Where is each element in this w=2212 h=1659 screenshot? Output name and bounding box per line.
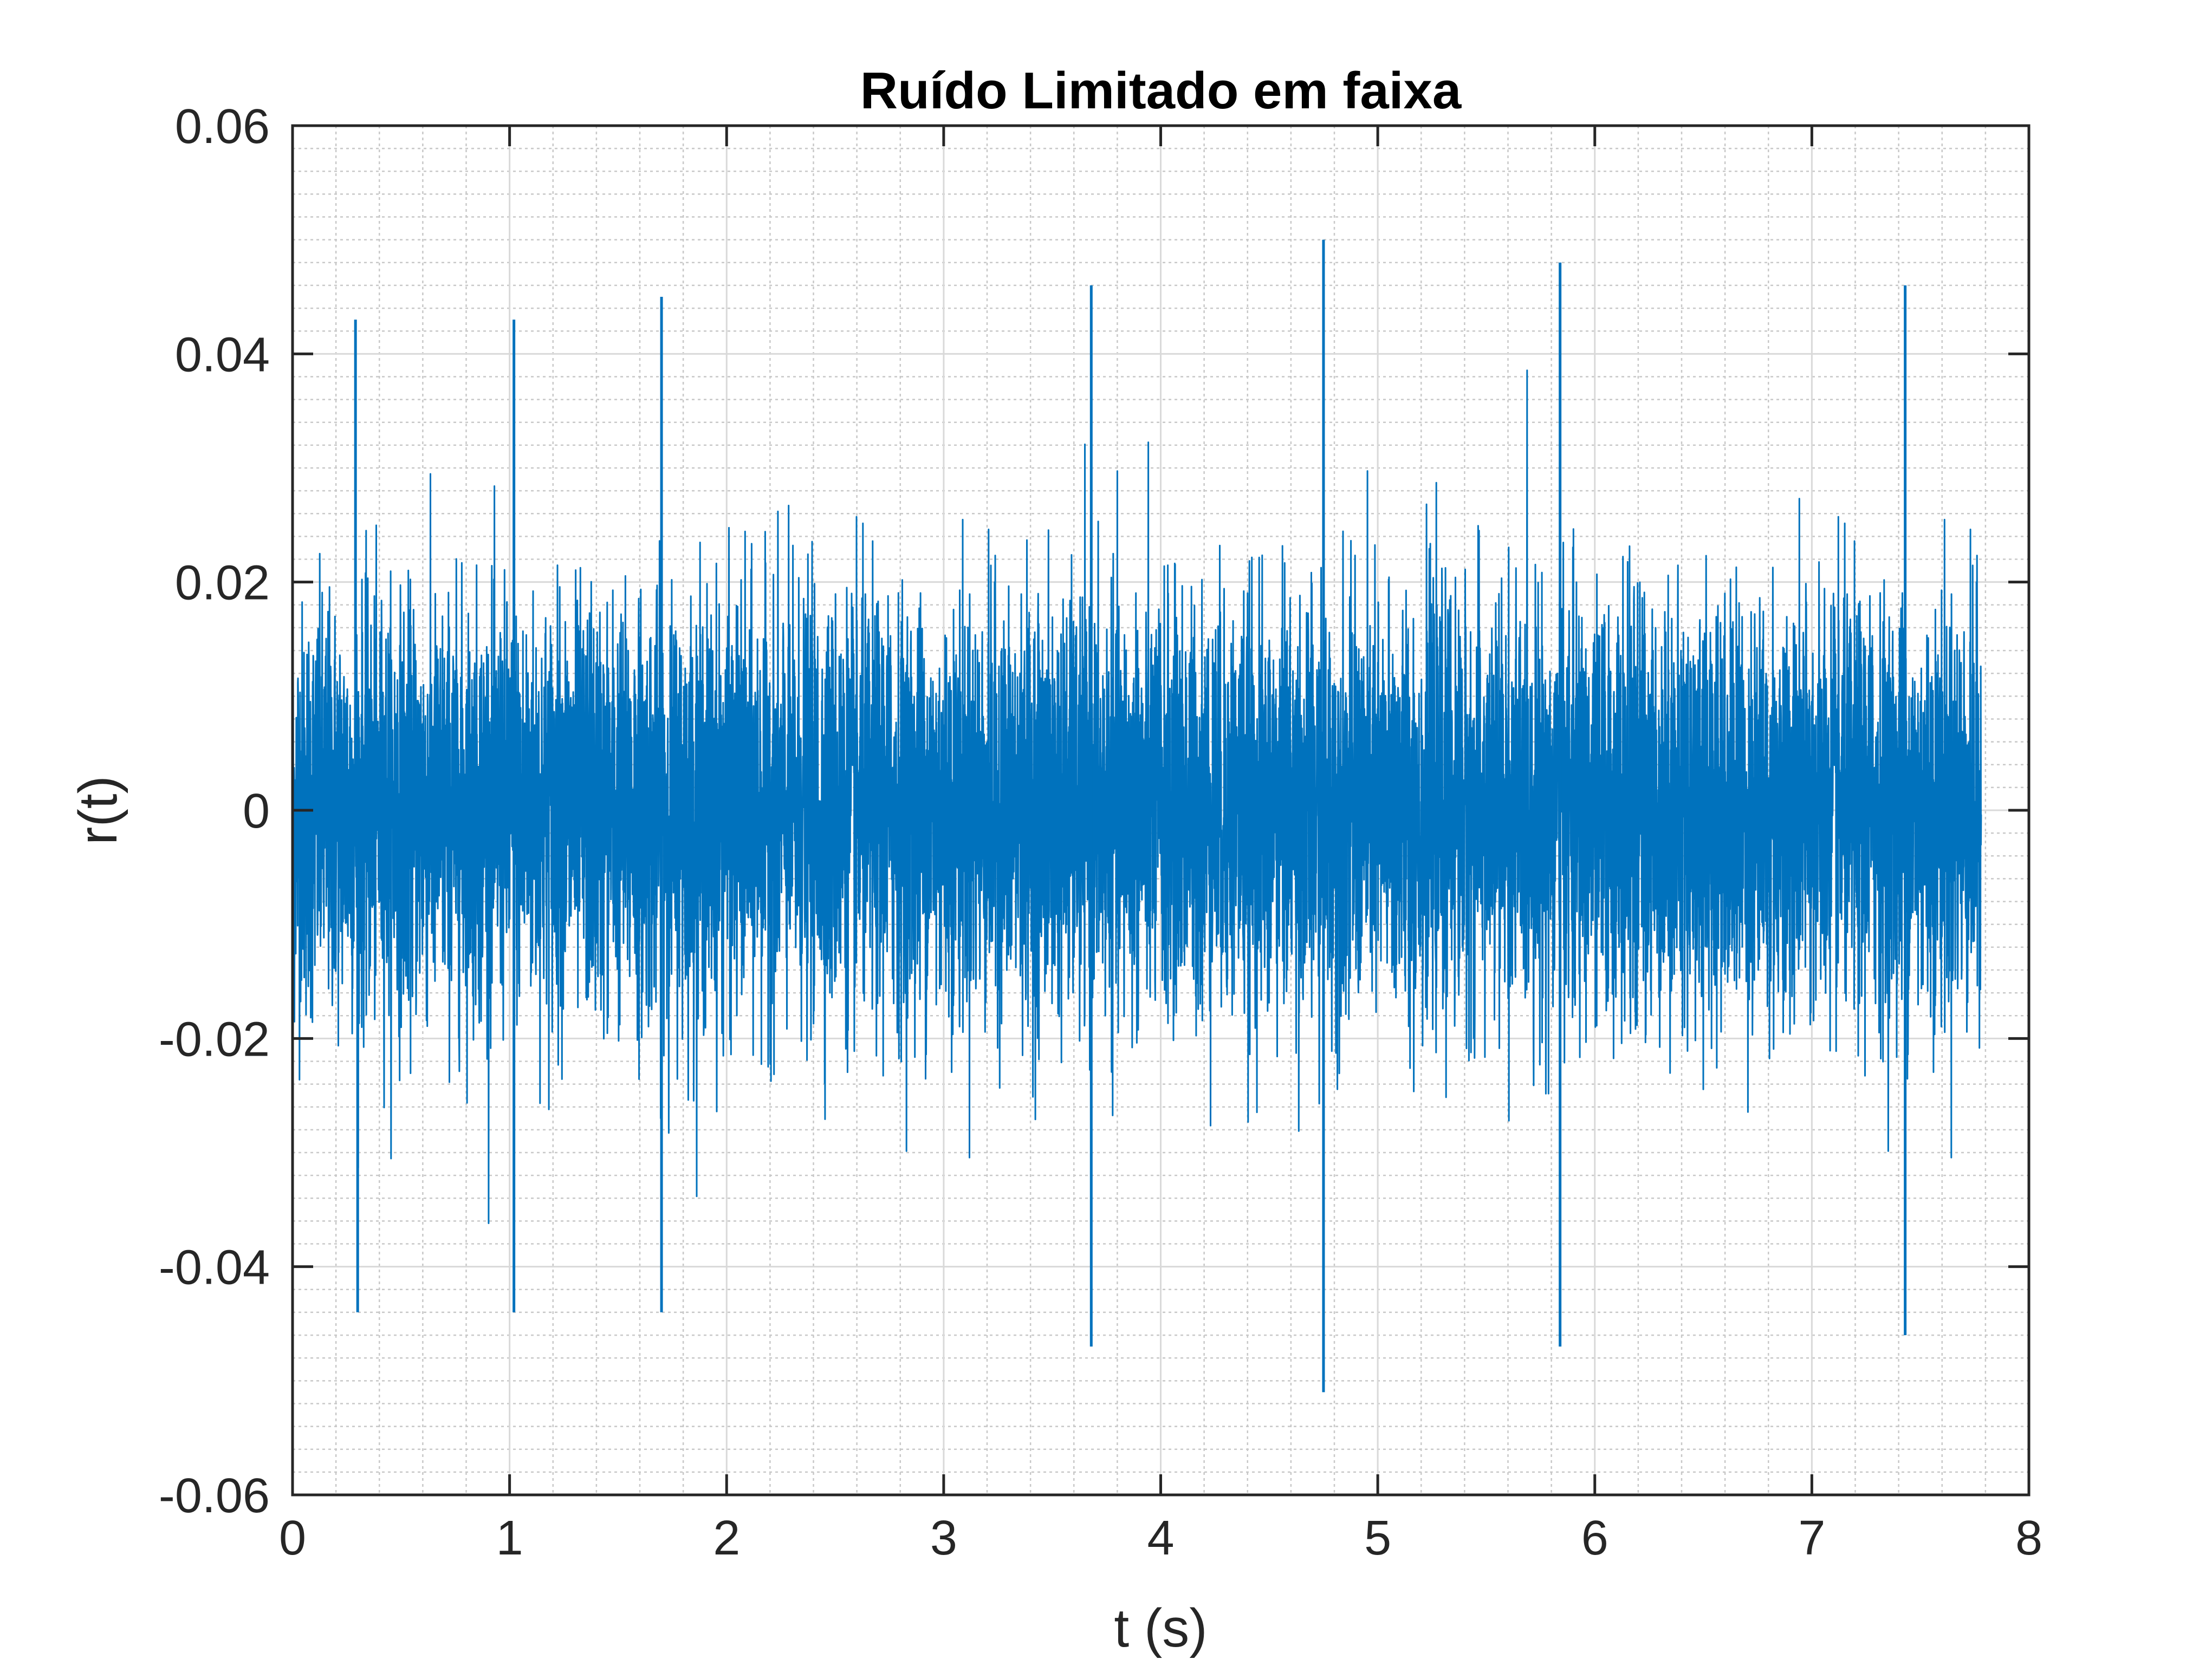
x-tick-label: 1	[496, 1511, 523, 1565]
y-axis-label: r(t)	[68, 776, 128, 845]
x-tick-label: 5	[1364, 1511, 1391, 1565]
y-tick-label: 0.02	[175, 556, 270, 610]
x-tick-label: 6	[1581, 1511, 1608, 1565]
series-layer	[291, 239, 1982, 1393]
y-tick-label: -0.04	[159, 1241, 270, 1295]
x-tick-label: 4	[1147, 1511, 1174, 1565]
y-tick-labels: -0.06 -0.04 -0.02 0 0.02 0.04 0.06	[159, 100, 270, 1523]
x-tick-label: 2	[713, 1511, 740, 1565]
tick-marks	[291, 124, 2031, 1497]
chart-title: Ruído Limitado em faixa	[860, 62, 1462, 120]
y-tick-label: 0.06	[175, 100, 270, 154]
y-tick-label: -0.06	[159, 1469, 270, 1523]
x-tick-label: 7	[1798, 1511, 1825, 1565]
x-tick-labels: 0 1 2 3 4 5 6 7 8	[279, 1511, 2042, 1565]
y-tick-label: -0.02	[159, 1012, 270, 1066]
x-tick-label: 3	[930, 1511, 957, 1565]
x-axis-label: t (s)	[1114, 1598, 1207, 1658]
x-tick-label: 8	[2015, 1511, 2042, 1565]
y-tick-label: 0	[243, 784, 270, 838]
x-tick-label: 0	[279, 1511, 306, 1565]
noise-series-line	[291, 369, 1982, 1224]
y-tick-label: 0.04	[175, 328, 270, 382]
